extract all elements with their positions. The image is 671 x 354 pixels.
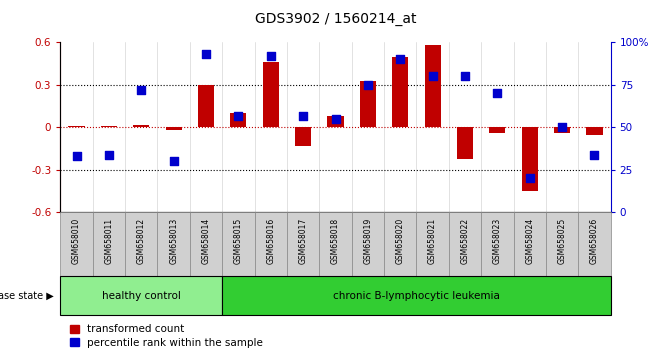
Bar [222,276,611,315]
Bar [222,212,254,276]
Point [362,82,373,88]
Bar [513,212,546,276]
Text: healthy control: healthy control [102,291,180,301]
Bar [125,212,158,276]
Point [427,74,438,79]
Point [233,113,244,118]
Bar [392,57,409,127]
Text: GSM658021: GSM658021 [428,217,437,264]
Point [460,74,470,79]
Text: GSM658017: GSM658017 [299,217,307,264]
Text: GDS3902 / 1560214_at: GDS3902 / 1560214_at [255,12,416,27]
Text: GSM658020: GSM658020 [396,217,405,264]
Text: GSM658026: GSM658026 [590,217,599,264]
Bar [93,212,125,276]
Bar [554,127,570,133]
Bar [60,212,93,276]
Bar [327,116,344,127]
Bar [546,212,578,276]
Text: GSM658019: GSM658019 [364,217,372,264]
Text: GSM658016: GSM658016 [266,217,275,264]
Legend: transformed count, percentile rank within the sample: transformed count, percentile rank withi… [66,320,268,352]
Bar [578,212,611,276]
Bar [198,85,214,127]
Bar [586,127,603,135]
Point [557,125,568,130]
Bar [457,127,473,159]
Text: GSM658012: GSM658012 [137,217,146,264]
Text: GSM658024: GSM658024 [525,217,534,264]
Point [201,52,211,57]
Bar [230,113,246,127]
Point [492,91,503,96]
Bar [190,212,222,276]
Text: disease state ▶: disease state ▶ [0,291,54,301]
Text: GSM658015: GSM658015 [234,217,243,264]
Bar [449,212,481,276]
Bar [134,125,150,127]
Point [589,152,600,158]
Bar [521,127,537,191]
Bar [425,45,441,127]
Text: GSM658023: GSM658023 [493,217,502,264]
Bar [295,127,311,146]
Point [298,113,309,118]
Bar [384,212,417,276]
Point [330,116,341,122]
Point [136,87,147,93]
Point [71,154,82,159]
Bar [68,126,85,127]
Bar [262,62,279,127]
Text: GSM658011: GSM658011 [105,217,113,264]
Bar [158,212,190,276]
Bar [481,212,513,276]
Text: GSM658010: GSM658010 [72,217,81,264]
Bar [166,127,182,130]
Bar [60,276,222,315]
Bar [101,126,117,127]
Point [524,176,535,181]
Text: chronic B-lymphocytic leukemia: chronic B-lymphocytic leukemia [333,291,500,301]
Point [395,57,405,62]
Bar [489,127,505,133]
Bar [319,212,352,276]
Point [103,152,114,158]
Text: GSM658022: GSM658022 [460,217,470,264]
Text: GSM658013: GSM658013 [169,217,178,264]
Bar [352,212,384,276]
Bar [287,212,319,276]
Text: GSM658025: GSM658025 [558,217,566,264]
Bar [254,212,287,276]
Point [168,159,179,164]
Point [266,53,276,59]
Text: GSM658018: GSM658018 [331,217,340,264]
Bar [360,81,376,127]
Text: GSM658014: GSM658014 [201,217,211,264]
Bar [417,212,449,276]
